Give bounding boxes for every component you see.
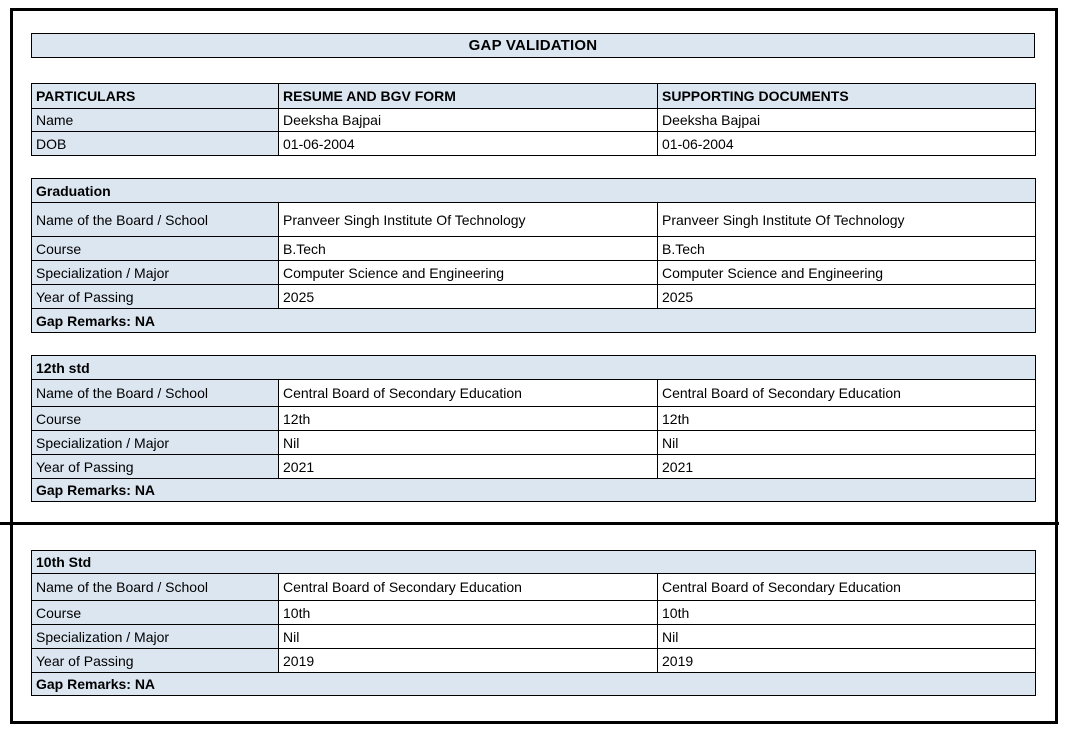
value-cell-supporting: Nil — [656, 430, 1037, 455]
value-cell-resume: 12th — [278, 406, 658, 431]
section-title-cell: 10th Std — [30, 550, 1037, 574]
value-cell-resume: Central Board of Secondary Education — [278, 379, 658, 407]
table-row-board-school: Name of the Board / School Central Board… — [31, 379, 1037, 407]
table-row-year-of-passing: Year of Passing 2025 2025 — [31, 284, 1036, 309]
particulars-header-row: PARTICULARS RESUME AND BGV FORM SUPPORTI… — [31, 83, 1036, 109]
label-cell: Name of the Board / School — [31, 202, 279, 237]
label-cell: Specialization / Major — [31, 430, 279, 455]
label-cell: Specialization / Major — [31, 624, 279, 649]
page-divider — [0, 522, 1059, 525]
table-row-specialization: Specialization / Major Nil Nil — [31, 624, 1037, 649]
value-cell-resume: 10th — [278, 600, 658, 625]
section-title-cell: 12th std — [30, 355, 1037, 380]
column-header-particulars: PARTICULARS — [31, 83, 279, 109]
label-cell: Specialization / Major — [31, 260, 279, 285]
value-cell-resume: Central Board of Secondary Education — [278, 573, 658, 601]
particulars-table: PARTICULARS RESUME AND BGV FORM SUPPORTI… — [31, 83, 1036, 156]
label-cell: Name of the Board / School — [31, 379, 279, 407]
graduation-section-table: Graduation Name of the Board / School Pr… — [31, 178, 1036, 333]
value-cell-supporting: 01-06-2004 — [657, 131, 1036, 156]
table-row-course: Course 12th 12th — [31, 406, 1037, 431]
gap-remarks-row: Gap Remarks: NA — [31, 308, 1036, 333]
column-header-resume-bgv: RESUME AND BGV FORM — [278, 83, 658, 109]
label-cell: Year of Passing — [31, 284, 279, 309]
table-row-course: Course B.Tech B.Tech — [31, 236, 1036, 261]
value-cell-supporting: Nil — [656, 624, 1037, 649]
label-cell: Year of Passing — [31, 454, 279, 479]
table-row-course: Course 10th 10th — [31, 600, 1037, 625]
value-cell-supporting: 2025 — [657, 284, 1036, 309]
value-cell-supporting: Pranveer Singh Institute Of Technology — [657, 202, 1036, 237]
label-cell: Year of Passing — [31, 648, 279, 673]
table-row-board-school: Name of the Board / School Pranveer Sing… — [31, 202, 1036, 237]
value-cell-supporting: B.Tech — [657, 236, 1036, 261]
value-cell-resume: 01-06-2004 — [278, 131, 658, 156]
twelfth-std-section-table: 12th std Name of the Board / School Cent… — [30, 355, 1037, 502]
section-header-row: 12th std — [30, 355, 1037, 380]
value-cell-supporting: Central Board of Secondary Education — [656, 573, 1037, 601]
page-frame-bottom — [10, 525, 1058, 724]
gap-remarks-cell: Gap Remarks: NA — [30, 478, 1037, 502]
gap-remarks-cell: Gap Remarks: NA — [30, 672, 1037, 696]
value-cell-supporting: 2019 — [656, 648, 1037, 673]
value-cell-supporting: 10th — [656, 600, 1037, 625]
document-title: GAP VALIDATION — [31, 33, 1035, 58]
tenth-std-section-table: 10th Std Name of the Board / School Cent… — [30, 550, 1037, 696]
value-cell-resume: Pranveer Singh Institute Of Technology — [278, 202, 658, 237]
label-cell: Name — [31, 108, 279, 132]
value-cell-resume: Nil — [278, 430, 658, 455]
value-cell-resume: Deeksha Bajpai — [278, 108, 658, 132]
value-cell-resume: 2025 — [278, 284, 658, 309]
label-cell: DOB — [31, 131, 279, 156]
value-cell-resume: 2019 — [278, 648, 658, 673]
table-row-specialization: Specialization / Major Computer Science … — [31, 260, 1036, 285]
value-cell-resume: Computer Science and Engineering — [278, 260, 658, 285]
section-header-row: 10th Std — [30, 550, 1037, 574]
table-row-year-of-passing: Year of Passing 2021 2021 — [31, 454, 1037, 479]
value-cell-resume: B.Tech — [278, 236, 658, 261]
value-cell-resume: Nil — [278, 624, 658, 649]
column-header-supporting-docs: SUPPORTING DOCUMENTS — [657, 83, 1036, 109]
value-cell-supporting: 12th — [656, 406, 1037, 431]
gap-remarks-row: Gap Remarks: NA — [30, 672, 1037, 696]
table-row-board-school: Name of the Board / School Central Board… — [31, 573, 1037, 601]
table-row-name: Name Deeksha Bajpai Deeksha Bajpai — [31, 108, 1036, 132]
value-cell-resume: 2021 — [278, 454, 658, 479]
label-cell: Course — [31, 406, 279, 431]
label-cell: Course — [31, 600, 279, 625]
table-row-year-of-passing: Year of Passing 2019 2019 — [31, 648, 1037, 673]
label-cell: Name of the Board / School — [31, 573, 279, 601]
value-cell-supporting: Central Board of Secondary Education — [656, 379, 1037, 407]
section-header-row: Graduation — [31, 178, 1036, 203]
value-cell-supporting: 2021 — [656, 454, 1037, 479]
gap-remarks-row: Gap Remarks: NA — [30, 478, 1037, 502]
table-row-dob: DOB 01-06-2004 01-06-2004 — [31, 131, 1036, 156]
value-cell-supporting: Computer Science and Engineering — [657, 260, 1036, 285]
section-title-cell: Graduation — [31, 178, 1036, 203]
page-frame-top — [10, 8, 1058, 522]
table-row-specialization: Specialization / Major Nil Nil — [31, 430, 1037, 455]
label-cell: Course — [31, 236, 279, 261]
value-cell-supporting: Deeksha Bajpai — [657, 108, 1036, 132]
gap-remarks-cell: Gap Remarks: NA — [31, 308, 1036, 333]
